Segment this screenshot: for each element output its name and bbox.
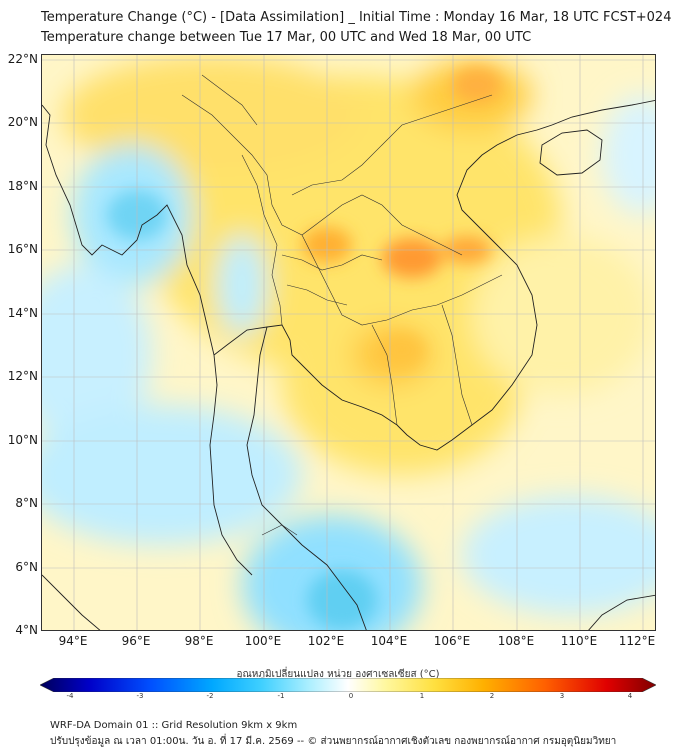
colorbar-tick: 0 [348,692,354,700]
map-subtitle: Temperature change between Tue 17 Mar, 0… [41,30,532,45]
lon-label: 100°E [244,634,282,648]
coastlines [42,99,655,630]
lat-label: 8°N [15,496,38,510]
lon-label: 112°E [618,634,656,648]
temperature-change-map [41,54,656,631]
lon-label: 110°E [560,634,598,648]
model-info: WRF-DA Domain 01 :: Grid Resolution 9km … [50,720,298,731]
lon-label: 96°E [121,634,151,648]
lat-label: 22°N [7,52,38,66]
lon-label: 102°E [307,634,345,648]
lat-label: 12°N [7,369,38,383]
lat-label: 14°N [7,306,38,320]
colorbar [40,678,656,692]
gridlines [42,55,655,630]
lat-label: 18°N [7,179,38,193]
colorbar-tick: 3 [559,692,565,700]
lat-label: 4°N [15,623,38,637]
lat-label: 16°N [7,242,38,256]
lon-label: 106°E [433,634,471,648]
lat-label: 10°N [7,433,38,447]
colorbar-tick: 2 [489,692,495,700]
map-title: Temperature Change (°C) - [Data Assimila… [41,10,672,25]
lat-label: 20°N [7,115,38,129]
lon-label: 94°E [58,634,88,648]
lon-label: 108°E [497,634,535,648]
colorbar-tick: -2 [206,692,214,700]
borders [181,74,503,536]
update-credit: ปรับปรุงข้อมูล ณ เวลา 01:00น. วัน อ. ที่… [50,736,617,747]
lon-label: 98°E [184,634,214,648]
lon-label: 104°E [370,634,408,648]
colorbar-tick: -1 [277,692,285,700]
colorbar-tick: 1 [419,692,425,700]
colorbar-tick: -4 [66,692,74,700]
colorbar-tick: 4 [627,692,633,700]
colorbar-tick: -3 [136,692,144,700]
lat-label: 6°N [15,560,38,574]
colorbar-title: อุณหภูมิเปลี่ยนแปลง หน่วย องศาเซลเซียส (… [236,669,440,680]
